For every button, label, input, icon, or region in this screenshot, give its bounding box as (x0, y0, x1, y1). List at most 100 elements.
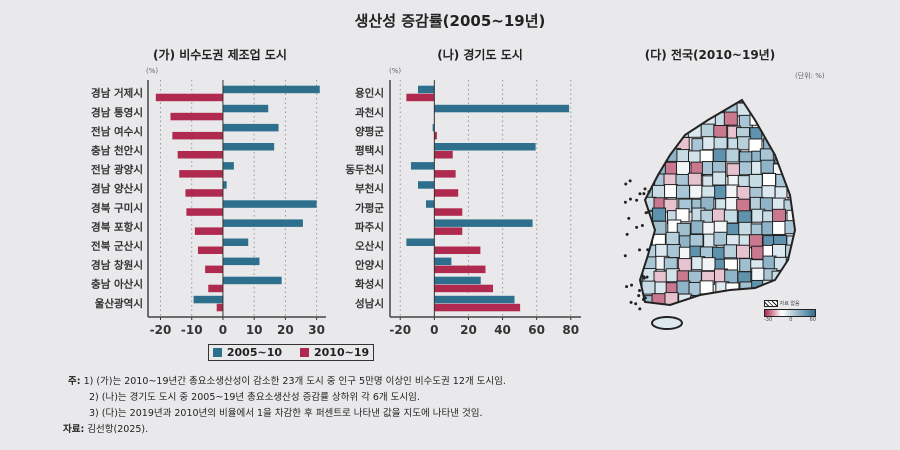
map-region (679, 307, 692, 320)
category-label: 전남 여수시 (91, 125, 143, 138)
map-region (761, 185, 776, 200)
x-tick-label: 20 (460, 323, 477, 337)
map-region (739, 304, 754, 305)
map-regions (640, 100, 812, 320)
island (638, 307, 642, 311)
map-region (784, 220, 795, 235)
x-tick-label: 30 (308, 323, 325, 337)
map-region (665, 112, 680, 127)
map-region (796, 235, 809, 248)
map-region (797, 152, 810, 165)
map-region (654, 100, 669, 115)
island (628, 197, 632, 201)
map-region (784, 101, 795, 116)
island (628, 179, 632, 183)
bar-2010~19 (434, 227, 463, 235)
category-label: 가평군 (355, 201, 384, 214)
x-tick-label: 20 (277, 323, 294, 337)
map-region (711, 303, 726, 305)
map-region (799, 101, 812, 114)
island (629, 300, 633, 304)
map-region (796, 245, 809, 258)
map-region (748, 234, 763, 249)
map-region (641, 138, 656, 153)
x-tick-label: 0 (430, 323, 438, 337)
island (627, 216, 631, 220)
island (637, 294, 641, 298)
map-region (677, 258, 692, 273)
note-label: 주: (68, 376, 81, 387)
map-region (797, 221, 810, 234)
jeju-island (651, 316, 683, 330)
map-region (654, 124, 669, 139)
map-region (640, 149, 643, 164)
category-label: 경북 구미시 (91, 201, 143, 214)
category-label: 전북 군산시 (91, 240, 143, 253)
map-region (799, 268, 812, 281)
map-region (676, 149, 691, 164)
category-label: 부천시 (355, 182, 384, 195)
bar-2005~10 (222, 104, 269, 113)
bar-2010~19 (170, 112, 223, 121)
x-tick-label: 10 (246, 323, 263, 337)
category-label: 과천시 (355, 106, 384, 119)
map-region (761, 111, 776, 126)
no-data-swatch (764, 300, 778, 307)
source-label: 자료: (63, 424, 85, 435)
bar-2010~19 (172, 131, 223, 140)
category-label: 전남 광양시 (91, 163, 143, 176)
panel-a-unit: (%) (146, 67, 159, 75)
map-region (738, 293, 753, 305)
bar-2010~19 (155, 93, 223, 102)
map-region (762, 102, 777, 117)
bar-2010~19 (434, 246, 481, 254)
map-region (712, 148, 727, 163)
bar-2005~10 (222, 85, 320, 94)
map-region (724, 294, 739, 305)
map-region (786, 127, 795, 142)
x-tick-label: 60 (528, 323, 545, 337)
map-region (701, 257, 716, 272)
map-region (773, 100, 788, 103)
map-region (762, 172, 777, 187)
map-region (771, 243, 786, 258)
map-region (665, 100, 680, 103)
map-region (797, 257, 810, 270)
bar-2005~10 (417, 181, 435, 189)
bar-2005~10 (222, 257, 260, 266)
x-tick-label: -20 (150, 323, 172, 337)
category-label: 경남 거제시 (91, 87, 143, 100)
map-region (679, 112, 694, 127)
bar-2005~10 (222, 238, 249, 246)
map-region (666, 244, 681, 259)
map-region (654, 138, 669, 153)
map-region (713, 136, 728, 151)
bar-2005~10 (432, 123, 435, 132)
island (646, 210, 650, 214)
map-region (763, 100, 778, 104)
island (638, 288, 642, 292)
map-region (751, 293, 766, 305)
map-region (724, 269, 739, 284)
island (630, 283, 634, 287)
map-region (640, 257, 643, 272)
map-region (711, 293, 726, 305)
bar-2010~19 (434, 284, 494, 293)
panel-b-unit: (%) (389, 67, 402, 75)
map-region (772, 220, 787, 235)
map-region (738, 221, 753, 236)
map-region (785, 244, 795, 259)
map-region (735, 244, 750, 259)
bar-2010~19 (186, 208, 223, 216)
no-data-label: 자료 없음 (779, 301, 800, 307)
category-label: 충남 아산시 (91, 278, 143, 291)
map-region (664, 184, 679, 199)
bar-2010~19 (406, 93, 435, 102)
map-region (665, 100, 680, 114)
map-region (738, 161, 753, 176)
map-region (700, 123, 715, 138)
island (623, 254, 627, 258)
source-text: 김선항(2025). (87, 424, 149, 435)
map-region (653, 114, 668, 129)
